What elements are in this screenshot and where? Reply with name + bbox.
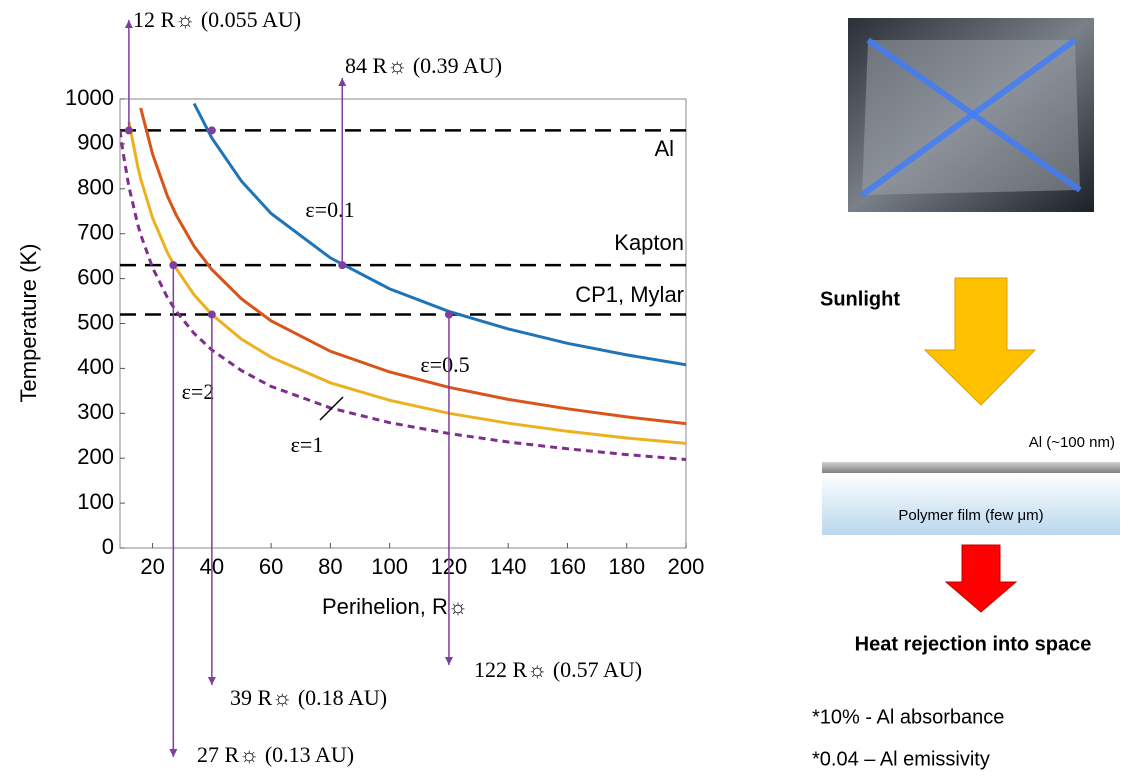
y-axis-label: Temperature (K) [16,244,41,403]
x-tick-label: 200 [668,554,705,579]
marker-arrowhead [124,20,133,28]
y-tick-label: 500 [77,309,114,334]
y-tick-label: 200 [77,444,114,469]
y-tick-label: 900 [77,130,114,155]
marker-label: 27 R☼ (0.13 AU) [197,742,354,767]
y-tick-label: 800 [77,175,114,200]
x-axis-label: Perihelion, R☼ [322,594,468,619]
marker-dot [124,126,133,135]
marker-dot [169,261,178,270]
y-tick-label: 600 [77,264,114,289]
marker-label: 84 R☼ (0.39 AU) [345,53,502,78]
x-tick-label: 80 [318,554,342,579]
layer-top-label: Al (~100 nm) [1029,434,1115,451]
series-label: ε=0.1 [305,197,354,222]
layer-bottom-label: Polymer film (few μm) [898,507,1043,524]
series-label: ε=1 [291,432,324,457]
series-line [139,107,686,426]
series-line [127,121,686,445]
reference-label: CP1, Mylar [575,282,684,307]
al-layer [822,462,1120,473]
photo-boom [860,37,1077,198]
marker-label: 39 R☼ (0.18 AU) [230,685,387,710]
marker-arrowhead [338,78,347,86]
marker-dot [338,261,347,270]
marker-arrowhead [444,657,453,665]
y-tick-label: 1000 [65,85,114,110]
reference-label: Al [654,136,674,161]
x-tick-label: 160 [549,554,586,579]
y-tick-label: 700 [77,220,114,245]
x-tick-label: 60 [259,554,283,579]
sunlight-arrow [923,277,1037,406]
marker-dot [207,126,216,135]
y-tick-label: 300 [77,399,114,424]
sunlight-label: Sunlight [820,288,900,310]
polymer-layer [822,473,1120,535]
y-tick-label: 400 [77,354,114,379]
heat-arrow [944,544,1018,613]
marker-label: 122 R☼ (0.57 AU) [474,657,642,682]
series-label: ε=0.5 [420,352,469,377]
diagram: Sunlight Al (~100 nm) Polymer film (few … [812,18,1120,770]
x-tick-label: 140 [490,554,527,579]
label-pointer [319,396,344,421]
marker-arrowhead [169,749,178,757]
marker-label: 12 R☼ (0.055 AU) [133,7,301,32]
note: *0.04 – Al emissivity [812,748,990,770]
x-tick-label: 100 [371,554,408,579]
x-tick-label: 20 [140,554,164,579]
marker-dot [207,310,216,319]
reference-label: Kapton [614,230,684,255]
series-line [192,102,686,367]
series-label: ε=2 [182,379,215,404]
x-tick-label: 180 [608,554,645,579]
y-tick-label: 0 [102,534,114,559]
plot-area [119,98,687,549]
note: *10% - Al absorbance [812,706,1004,728]
marker-arrowhead [207,677,216,685]
y-tick-label: 100 [77,489,114,514]
output-label: Heat rejection into space [855,633,1092,655]
marker-dot [444,310,453,319]
